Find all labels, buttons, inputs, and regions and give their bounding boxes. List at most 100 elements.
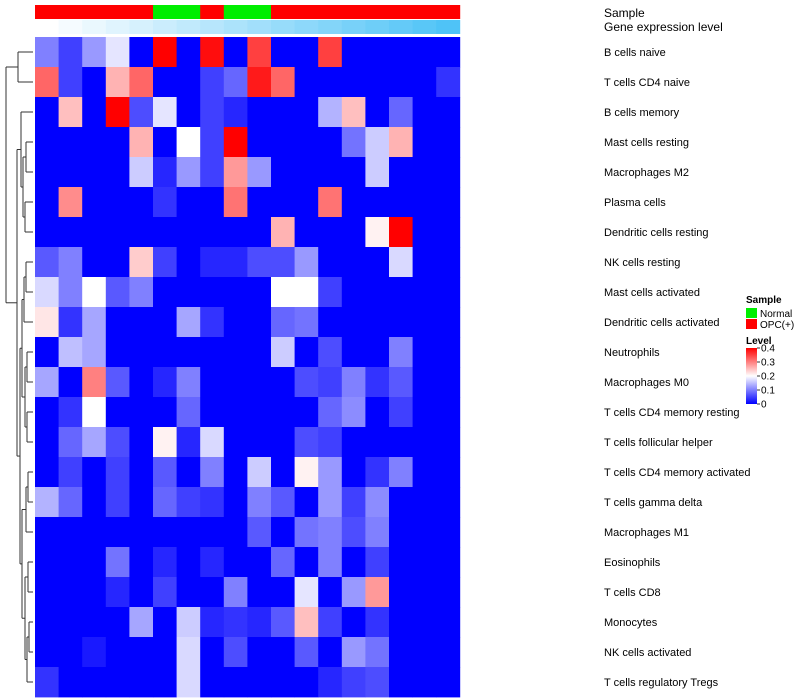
heatmap-cell-r17-c2 — [58, 517, 83, 548]
heatmap-cell-r4-c9 — [223, 127, 248, 158]
heatmap-cell-r22-c11 — [271, 667, 295, 698]
heatmap-cell-r14-c15 — [365, 427, 390, 458]
level-tick-label: 0 — [761, 400, 767, 411]
heatmap-cell-r13-c12 — [294, 397, 319, 428]
heatmap-cell-r12-c5 — [129, 367, 154, 398]
heatmap-cell-r21-c5 — [129, 637, 154, 668]
heatmap-cell-r18-c14 — [341, 547, 366, 578]
heatmap-cell-r6-c2 — [58, 187, 83, 218]
heatmap-cell-r9-c8 — [200, 277, 225, 308]
heatmap-cell-r12-c3 — [82, 367, 107, 398]
heatmap-cell-r4-c15 — [365, 127, 390, 158]
heatmap-cell-r17-c11 — [271, 517, 295, 548]
heatmap-cell-r8-c3 — [82, 247, 107, 278]
heatmap-cell-r1-c18 — [436, 37, 461, 68]
heatmap-cell-r6-c8 — [200, 187, 225, 218]
heatmap-cell-r9-c2 — [58, 277, 83, 308]
heatmap-cell-r11-c9 — [223, 337, 248, 368]
heatmap-cell-r21-c4 — [105, 637, 130, 668]
heatmap-cell-r22-c16 — [389, 667, 413, 698]
heatmap-cell-r1-c4 — [105, 37, 130, 68]
heatmap-cell-r6-c13 — [318, 187, 343, 218]
heatmap-cell-r11-c10 — [247, 337, 272, 368]
heatmap-cell-r12-c14 — [341, 367, 366, 398]
heatmap-cell-r11-c7 — [176, 337, 201, 368]
heatmap-cell-r14-c5 — [129, 427, 154, 458]
heatmap-cell-r9-c15 — [365, 277, 390, 308]
heatmap-cell-r17-c1 — [35, 517, 59, 548]
heatmap-cell-r5-c3 — [82, 157, 107, 188]
heatmap-cell-r18-c17 — [412, 547, 437, 578]
heatmap-cell-r18-c12 — [294, 547, 319, 578]
legend: Sample Normal OPC(+) Level 0.4 0.3 0.2 0.1 0 — [746, 295, 794, 411]
heatmap-cell-r15-c11 — [271, 457, 295, 488]
gene-expression-cell-12 — [294, 20, 319, 34]
heatmap-cell-r4-c18 — [436, 127, 461, 158]
heatmap-cell-r10-c11 — [271, 307, 295, 338]
heatmap-cell-r18-c5 — [129, 547, 154, 578]
heatmap-cell-r4-c6 — [153, 127, 177, 158]
heatmap-cell-r1-c17 — [412, 37, 437, 68]
heatmap-cell-r20-c12 — [294, 607, 319, 638]
heatmap-cell-r8-c2 — [58, 247, 83, 278]
heatmap-cell-r11-c4 — [105, 337, 130, 368]
heatmap-cell-r11-c18 — [436, 337, 461, 368]
heatmap-cell-r18-c1 — [35, 547, 59, 578]
legend-level-title: Level — [746, 336, 772, 347]
heatmap-cell-r9-c14 — [341, 277, 366, 308]
heatmap-cell-r12-c6 — [153, 367, 177, 398]
heatmap-cell-r22-c12 — [294, 667, 319, 698]
heatmap-cell-r2-c4 — [105, 67, 130, 98]
heatmap-cell-r10-c16 — [389, 307, 413, 338]
heatmap-cell-r4-c5 — [129, 127, 154, 158]
heatmap-cell-r14-c6 — [153, 427, 177, 458]
heatmap-cell-r11-c6 — [153, 337, 177, 368]
heatmap-cell-r16-c17 — [412, 487, 437, 518]
heatmap-cell-r14-c1 — [35, 427, 59, 458]
heatmap-cell-r12-c16 — [389, 367, 413, 398]
heatmap-cell-r11-c5 — [129, 337, 154, 368]
heatmap-cell-r11-c15 — [365, 337, 390, 368]
row-label: T cells CD8 — [604, 587, 661, 599]
heatmap-cell-r1-c3 — [82, 37, 107, 68]
gene-expression-cell-11 — [271, 20, 295, 34]
heatmap-cell-r10-c12 — [294, 307, 319, 338]
heatmap-cell-r12-c7 — [176, 367, 201, 398]
heatmap-cell-r20-c5 — [129, 607, 154, 638]
heatmap-cell-r10-c10 — [247, 307, 272, 338]
heatmap-cell-r12-c13 — [318, 367, 343, 398]
heatmap-cell-r21-c1 — [35, 637, 59, 668]
heatmap-cell-r11-c1 — [35, 337, 59, 368]
sample-track-label: Sample — [604, 6, 645, 20]
heatmap-cell-r9-c4 — [105, 277, 130, 308]
heatmap-cell-r17-c13 — [318, 517, 343, 548]
heatmap-cell-r7-c8 — [200, 217, 225, 248]
heatmap-cell-r17-c5 — [129, 517, 154, 548]
heatmap-cell-r9-c16 — [389, 277, 413, 308]
sample-cell-17 — [412, 5, 437, 19]
heatmap-cell-r17-c8 — [200, 517, 225, 548]
heatmap-cell-r21-c13 — [318, 637, 343, 668]
gene-expression-cell-5 — [129, 20, 154, 34]
heatmap-cell-r12-c12 — [294, 367, 319, 398]
heatmap-cell-r9-c1 — [35, 277, 59, 308]
heatmap-cell-r8-c8 — [200, 247, 225, 278]
heatmap-cell-r10-c9 — [223, 307, 248, 338]
heatmap-cell-r8-c1 — [35, 247, 59, 278]
heatmap-cell-r10-c6 — [153, 307, 177, 338]
heatmap-cell-r6-c3 — [82, 187, 107, 218]
heatmap-cell-r18-c10 — [247, 547, 272, 578]
gene-expression-cell-16 — [389, 20, 413, 34]
heatmap-cell-r8-c15 — [365, 247, 390, 278]
legend-level-colorbar — [746, 348, 757, 404]
heatmap-cell-r10-c15 — [365, 307, 390, 338]
heatmap-cell-r21-c7 — [176, 637, 201, 668]
heatmap-cell-r11-c2 — [58, 337, 83, 368]
heatmap-cell-r3-c5 — [129, 97, 154, 128]
heatmap-cell-r3-c13 — [318, 97, 343, 128]
heatmap-cell-r10-c18 — [436, 307, 461, 338]
heatmap-cell-r16-c2 — [58, 487, 83, 518]
heatmap-cell-r20-c9 — [223, 607, 248, 638]
row-label: T cells CD4 naive — [604, 77, 690, 89]
heatmap-cell-r7-c16 — [389, 217, 413, 248]
